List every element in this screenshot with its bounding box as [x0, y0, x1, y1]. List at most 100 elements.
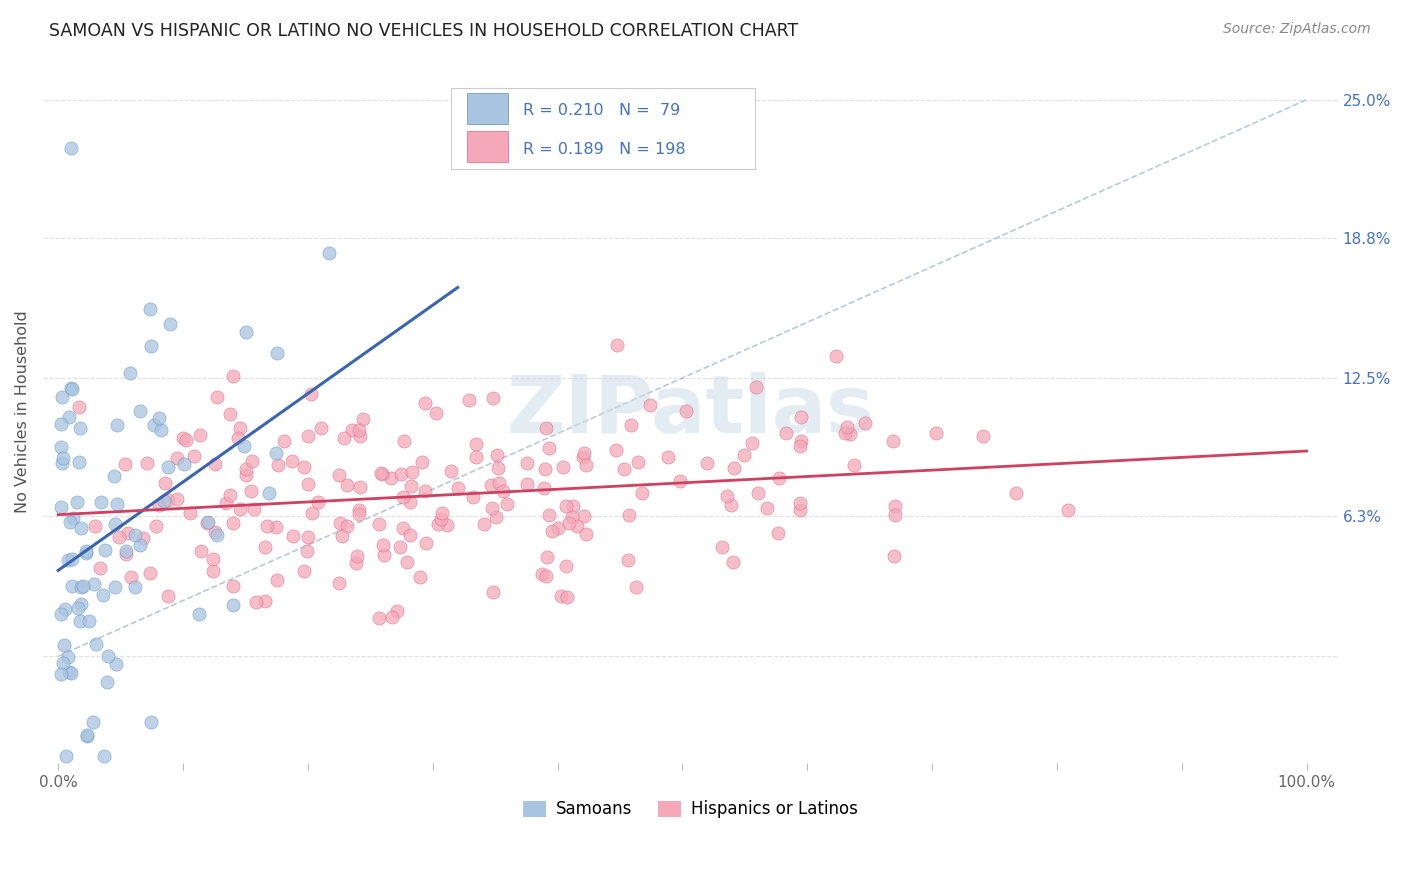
- Point: [669, 474, 692, 488]
- Point: [235, 325, 257, 339]
- Point: [59, 382, 82, 396]
- Point: [720, 498, 742, 512]
- Point: [492, 484, 515, 499]
- Point: [207, 528, 229, 542]
- Point: [482, 585, 505, 599]
- Point: [124, 580, 146, 594]
- Point: [256, 519, 278, 533]
- Point: [105, 417, 128, 432]
- Point: [835, 420, 858, 434]
- Point: [292, 564, 315, 578]
- Point: [617, 508, 640, 523]
- Point: [55, 749, 77, 764]
- Point: [242, 501, 264, 516]
- Point: [328, 467, 350, 482]
- Point: [613, 462, 636, 476]
- Point: [166, 492, 188, 507]
- Point: [62, 511, 84, 525]
- Point: [229, 502, 252, 516]
- Text: R = 0.210   N =  79: R = 0.210 N = 79: [523, 103, 681, 118]
- Point: [52, 656, 75, 670]
- Point: [239, 483, 262, 498]
- Point: [202, 552, 225, 566]
- Point: [266, 346, 288, 360]
- Point: [218, 488, 240, 502]
- Point: [561, 499, 583, 513]
- Point: [756, 501, 779, 516]
- Point: [538, 441, 561, 455]
- Point: [91, 588, 114, 602]
- Point: [399, 479, 422, 493]
- Point: [479, 477, 502, 491]
- Point: [385, 604, 408, 618]
- Point: [157, 459, 180, 474]
- Point: [53, 602, 76, 616]
- Point: [205, 390, 228, 404]
- Point: [60, 579, 83, 593]
- FancyBboxPatch shape: [467, 131, 508, 162]
- Point: [128, 403, 150, 417]
- Point: [409, 569, 432, 583]
- Point: [77, 614, 100, 628]
- Point: [538, 508, 561, 523]
- Point: [70, 580, 93, 594]
- Point: [56, 553, 79, 567]
- Point: [215, 496, 238, 510]
- Point: [104, 657, 127, 671]
- Point: [371, 467, 394, 482]
- Point: [120, 570, 142, 584]
- Point: [329, 516, 352, 531]
- Point: [297, 477, 319, 491]
- Point: [115, 544, 138, 558]
- Point: [129, 538, 152, 552]
- Point: [66, 494, 89, 508]
- Point: [486, 448, 509, 462]
- FancyBboxPatch shape: [451, 87, 755, 169]
- Point: [554, 559, 576, 574]
- Point: [391, 521, 413, 535]
- Point: [605, 443, 627, 458]
- Point: [551, 459, 574, 474]
- Point: [141, 715, 163, 730]
- Point: [69, 597, 91, 611]
- Point: [187, 607, 209, 621]
- Point: [411, 455, 433, 469]
- Point: [344, 556, 367, 570]
- Point: [89, 561, 111, 575]
- Point: [52, 450, 75, 465]
- Point: [675, 404, 697, 418]
- Point: [307, 495, 329, 509]
- Point: [56, 650, 79, 665]
- Point: [391, 491, 413, 505]
- Point: [516, 456, 538, 470]
- Point: [218, 407, 240, 421]
- Point: [627, 454, 650, 468]
- Text: ZIPatlas: ZIPatlas: [506, 372, 875, 450]
- Point: [190, 544, 212, 558]
- Point: [222, 516, 245, 530]
- Point: [267, 458, 290, 472]
- Point: [430, 506, 453, 520]
- Point: [153, 475, 176, 490]
- Point: [93, 749, 115, 764]
- Point: [401, 465, 423, 479]
- Point: [391, 467, 413, 482]
- Point: [472, 516, 495, 531]
- Point: [266, 574, 288, 588]
- Y-axis label: No Vehicles in Household: No Vehicles in Household: [15, 310, 30, 513]
- Point: [273, 434, 295, 449]
- Point: [115, 547, 138, 561]
- Point: [75, 544, 97, 558]
- Point: [884, 508, 907, 522]
- Point: [575, 458, 598, 473]
- Point: [108, 530, 131, 544]
- FancyBboxPatch shape: [467, 93, 508, 124]
- Point: [721, 555, 744, 569]
- Point: [60, 382, 83, 396]
- Point: [299, 387, 322, 401]
- Point: [838, 426, 860, 441]
- Point: [83, 519, 105, 533]
- Point: [332, 529, 354, 543]
- Point: [723, 461, 745, 475]
- Point: [488, 476, 510, 491]
